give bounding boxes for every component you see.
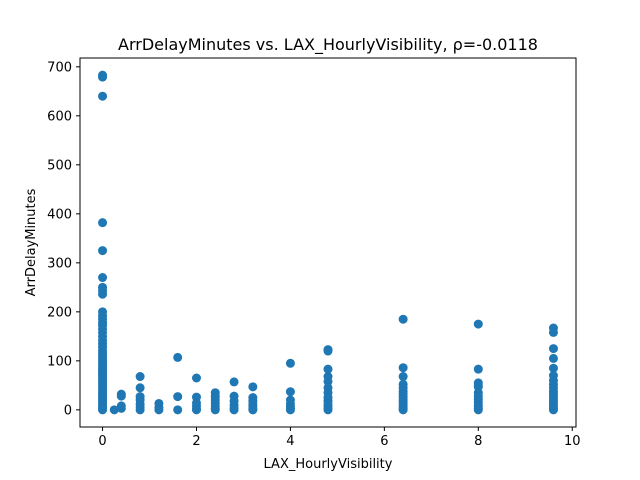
scatter-point bbox=[548, 327, 558, 337]
scatter-point bbox=[473, 364, 483, 374]
chart-title: ArrDelayMinutes vs. LAX_HourlyVisibility… bbox=[118, 35, 538, 55]
scatter-point bbox=[398, 372, 408, 382]
scatter-point bbox=[191, 405, 201, 415]
scatter-point bbox=[135, 372, 145, 382]
scatter-point bbox=[285, 358, 295, 368]
scatter-point bbox=[109, 405, 119, 415]
scatter-point bbox=[548, 363, 558, 373]
scatter-point bbox=[285, 405, 295, 415]
scatter-point bbox=[135, 383, 145, 393]
scatter-point bbox=[229, 405, 239, 415]
scatter-point bbox=[173, 392, 183, 402]
y-tick-label: 400 bbox=[47, 207, 72, 222]
scatter-point bbox=[285, 387, 295, 397]
scatter-point bbox=[116, 391, 126, 401]
scatter-point bbox=[191, 373, 201, 383]
scatter-point bbox=[173, 352, 183, 362]
scatter-point bbox=[323, 405, 333, 415]
scatter-point bbox=[98, 246, 108, 256]
scatter-point bbox=[473, 405, 483, 415]
scatter-point bbox=[210, 405, 220, 415]
x-tick-label: 2 bbox=[192, 434, 200, 449]
scatter-point bbox=[548, 344, 558, 354]
scatter-point bbox=[398, 405, 408, 415]
scatter-point bbox=[323, 364, 333, 374]
scatter-point bbox=[548, 405, 558, 415]
scatter-point bbox=[98, 91, 108, 101]
scatter-point bbox=[98, 273, 108, 283]
plot-area-frame bbox=[79, 57, 577, 428]
x-tick-label: 10 bbox=[564, 434, 581, 449]
x-tick-label: 0 bbox=[98, 434, 106, 449]
y-tick-label: 600 bbox=[47, 109, 72, 124]
scatter-point bbox=[135, 405, 145, 415]
scatter-point bbox=[248, 405, 258, 415]
scatter-point bbox=[173, 405, 183, 415]
scatter-point bbox=[98, 72, 108, 82]
y-tick-label: 500 bbox=[47, 158, 72, 173]
scatter-point bbox=[398, 314, 408, 324]
x-tick-label: 8 bbox=[474, 434, 482, 449]
scatter-point bbox=[473, 319, 483, 329]
scatter-point bbox=[116, 403, 126, 413]
scatter-point bbox=[323, 346, 333, 356]
y-tick-label: 0 bbox=[64, 403, 72, 418]
scatter-point bbox=[248, 382, 258, 392]
scatter-point bbox=[154, 405, 164, 415]
x-axis-title: LAX_HourlyVisibility bbox=[264, 457, 393, 472]
y-tick-label: 300 bbox=[47, 256, 72, 271]
scatter-point bbox=[98, 405, 108, 415]
x-tick-label: 4 bbox=[286, 434, 294, 449]
data-points bbox=[98, 70, 558, 415]
scatter-point bbox=[229, 377, 239, 387]
y-axis-title: ArrDelayMinutes bbox=[24, 188, 39, 296]
x-tick-label: 6 bbox=[380, 434, 388, 449]
scatter-point bbox=[323, 376, 333, 386]
scatter-point bbox=[398, 363, 408, 373]
scatter-point bbox=[548, 353, 558, 363]
y-tick-label: 100 bbox=[47, 354, 72, 369]
y-tick-label: 700 bbox=[47, 60, 72, 75]
y-tick-label: 200 bbox=[47, 305, 72, 320]
scatter-point bbox=[98, 289, 108, 299]
scatter-point bbox=[98, 218, 108, 228]
